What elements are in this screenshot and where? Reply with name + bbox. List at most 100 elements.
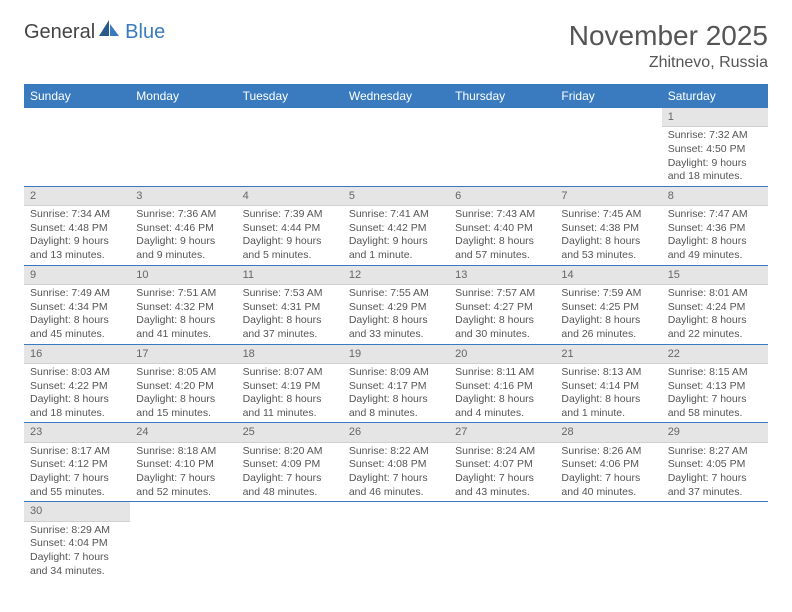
calendar-cell: 16Sunrise: 8:03 AMSunset: 4:22 PMDayligh… [24, 344, 130, 423]
day-content: Sunrise: 8:03 AMSunset: 4:22 PMDaylight:… [24, 364, 130, 423]
daylight-text: and 48 minutes. [243, 486, 337, 500]
day-number: 20 [449, 345, 555, 364]
day-number: 23 [24, 423, 130, 442]
daylight-text: and 15 minutes. [136, 407, 230, 421]
daylight-text: Daylight: 8 hours [668, 314, 762, 328]
day-number: 16 [24, 345, 130, 364]
calendar-cell: 18Sunrise: 8:07 AMSunset: 4:19 PMDayligh… [237, 344, 343, 423]
day-number: 29 [662, 423, 768, 442]
day-content: Sunrise: 8:11 AMSunset: 4:16 PMDaylight:… [449, 364, 555, 423]
calendar-cell: 24Sunrise: 8:18 AMSunset: 4:10 PMDayligh… [130, 423, 236, 502]
daylight-text: and 11 minutes. [243, 407, 337, 421]
sunrise-text: Sunrise: 8:15 AM [668, 366, 762, 380]
daylight-text: Daylight: 8 hours [349, 314, 443, 328]
sunrise-text: Sunrise: 8:09 AM [349, 366, 443, 380]
day-number: 19 [343, 345, 449, 364]
day-number: 4 [237, 187, 343, 206]
sunrise-text: Sunrise: 8:13 AM [561, 366, 655, 380]
daylight-text: and 8 minutes. [349, 407, 443, 421]
calendar-cell: 29Sunrise: 8:27 AMSunset: 4:05 PMDayligh… [662, 423, 768, 502]
day-number: 12 [343, 266, 449, 285]
day-content: Sunrise: 7:49 AMSunset: 4:34 PMDaylight:… [24, 285, 130, 344]
day-content: Sunrise: 8:13 AMSunset: 4:14 PMDaylight:… [555, 364, 661, 423]
day-number: 6 [449, 187, 555, 206]
daylight-text: and 40 minutes. [561, 486, 655, 500]
daylight-text: and 30 minutes. [455, 328, 549, 342]
daylight-text: and 18 minutes. [668, 170, 762, 184]
sunrise-text: Sunrise: 8:11 AM [455, 366, 549, 380]
daylight-text: Daylight: 7 hours [668, 472, 762, 486]
sunset-text: Sunset: 4:38 PM [561, 222, 655, 236]
sunrise-text: Sunrise: 7:51 AM [136, 287, 230, 301]
sunrise-text: Sunrise: 8:07 AM [243, 366, 337, 380]
daylight-text: Daylight: 8 hours [455, 393, 549, 407]
sunrise-text: Sunrise: 7:47 AM [668, 208, 762, 222]
calendar-cell: 20Sunrise: 8:11 AMSunset: 4:16 PMDayligh… [449, 344, 555, 423]
calendar-cell: 11Sunrise: 7:53 AMSunset: 4:31 PMDayligh… [237, 265, 343, 344]
sunset-text: Sunset: 4:08 PM [349, 458, 443, 472]
day-number: 27 [449, 423, 555, 442]
month-title: November 2025 [569, 20, 768, 52]
daylight-text: and 49 minutes. [668, 249, 762, 263]
sunset-text: Sunset: 4:48 PM [30, 222, 124, 236]
daylight-text: Daylight: 9 hours [349, 235, 443, 249]
sunset-text: Sunset: 4:42 PM [349, 222, 443, 236]
header: General Blue November 2025 Zhitnevo, Rus… [24, 20, 768, 72]
daylight-text: Daylight: 8 hours [136, 393, 230, 407]
calendar-row: 30Sunrise: 8:29 AMSunset: 4:04 PMDayligh… [24, 502, 768, 580]
daylight-text: Daylight: 7 hours [30, 551, 124, 565]
day-number: 9 [24, 266, 130, 285]
calendar-cell: 10Sunrise: 7:51 AMSunset: 4:32 PMDayligh… [130, 265, 236, 344]
daylight-text: Daylight: 8 hours [30, 393, 124, 407]
daylight-text: and 55 minutes. [30, 486, 124, 500]
daylight-text: and 43 minutes. [455, 486, 549, 500]
day-number: 7 [555, 187, 661, 206]
day-number: 5 [343, 187, 449, 206]
sunrise-text: Sunrise: 7:57 AM [455, 287, 549, 301]
calendar-cell: 28Sunrise: 8:26 AMSunset: 4:06 PMDayligh… [555, 423, 661, 502]
calendar-cell: 6Sunrise: 7:43 AMSunset: 4:40 PMDaylight… [449, 186, 555, 265]
sunrise-text: Sunrise: 7:45 AM [561, 208, 655, 222]
daylight-text: and 9 minutes. [136, 249, 230, 263]
daylight-text: Daylight: 7 hours [561, 472, 655, 486]
sunrise-text: Sunrise: 8:05 AM [136, 366, 230, 380]
calendar-cell [449, 108, 555, 186]
daylight-text: Daylight: 8 hours [561, 314, 655, 328]
sunrise-text: Sunrise: 7:49 AM [30, 287, 124, 301]
day-content: Sunrise: 8:20 AMSunset: 4:09 PMDaylight:… [237, 443, 343, 502]
calendar-cell: 13Sunrise: 7:57 AMSunset: 4:27 PMDayligh… [449, 265, 555, 344]
daylight-text: and 57 minutes. [455, 249, 549, 263]
daylight-text: and 46 minutes. [349, 486, 443, 500]
sunset-text: Sunset: 4:13 PM [668, 380, 762, 394]
sunrise-text: Sunrise: 7:36 AM [136, 208, 230, 222]
calendar-cell [130, 108, 236, 186]
daylight-text: Daylight: 9 hours [668, 157, 762, 171]
sunrise-text: Sunrise: 7:53 AM [243, 287, 337, 301]
day-content: Sunrise: 8:27 AMSunset: 4:05 PMDaylight:… [662, 443, 768, 502]
calendar-cell: 19Sunrise: 8:09 AMSunset: 4:17 PMDayligh… [343, 344, 449, 423]
day-content: Sunrise: 8:18 AMSunset: 4:10 PMDaylight:… [130, 443, 236, 502]
title-block: November 2025 Zhitnevo, Russia [569, 20, 768, 72]
daylight-text: and 53 minutes. [561, 249, 655, 263]
calendar-cell: 23Sunrise: 8:17 AMSunset: 4:12 PMDayligh… [24, 423, 130, 502]
day-content: Sunrise: 7:39 AMSunset: 4:44 PMDaylight:… [237, 206, 343, 265]
calendar-cell [449, 502, 555, 580]
daylight-text: Daylight: 8 hours [243, 314, 337, 328]
sunrise-text: Sunrise: 8:17 AM [30, 445, 124, 459]
daylight-text: and 52 minutes. [136, 486, 230, 500]
calendar-cell: 14Sunrise: 7:59 AMSunset: 4:25 PMDayligh… [555, 265, 661, 344]
daylight-text: and 37 minutes. [668, 486, 762, 500]
calendar-cell: 22Sunrise: 8:15 AMSunset: 4:13 PMDayligh… [662, 344, 768, 423]
sunset-text: Sunset: 4:44 PM [243, 222, 337, 236]
sunrise-text: Sunrise: 7:41 AM [349, 208, 443, 222]
sunrise-text: Sunrise: 8:03 AM [30, 366, 124, 380]
day-number: 3 [130, 187, 236, 206]
daylight-text: and 1 minute. [561, 407, 655, 421]
sunset-text: Sunset: 4:50 PM [668, 143, 762, 157]
day-number: 1 [662, 108, 768, 127]
sunrise-text: Sunrise: 8:24 AM [455, 445, 549, 459]
daylight-text: Daylight: 9 hours [243, 235, 337, 249]
calendar-cell: 12Sunrise: 7:55 AMSunset: 4:29 PMDayligh… [343, 265, 449, 344]
sunset-text: Sunset: 4:04 PM [30, 537, 124, 551]
sunrise-text: Sunrise: 8:22 AM [349, 445, 443, 459]
